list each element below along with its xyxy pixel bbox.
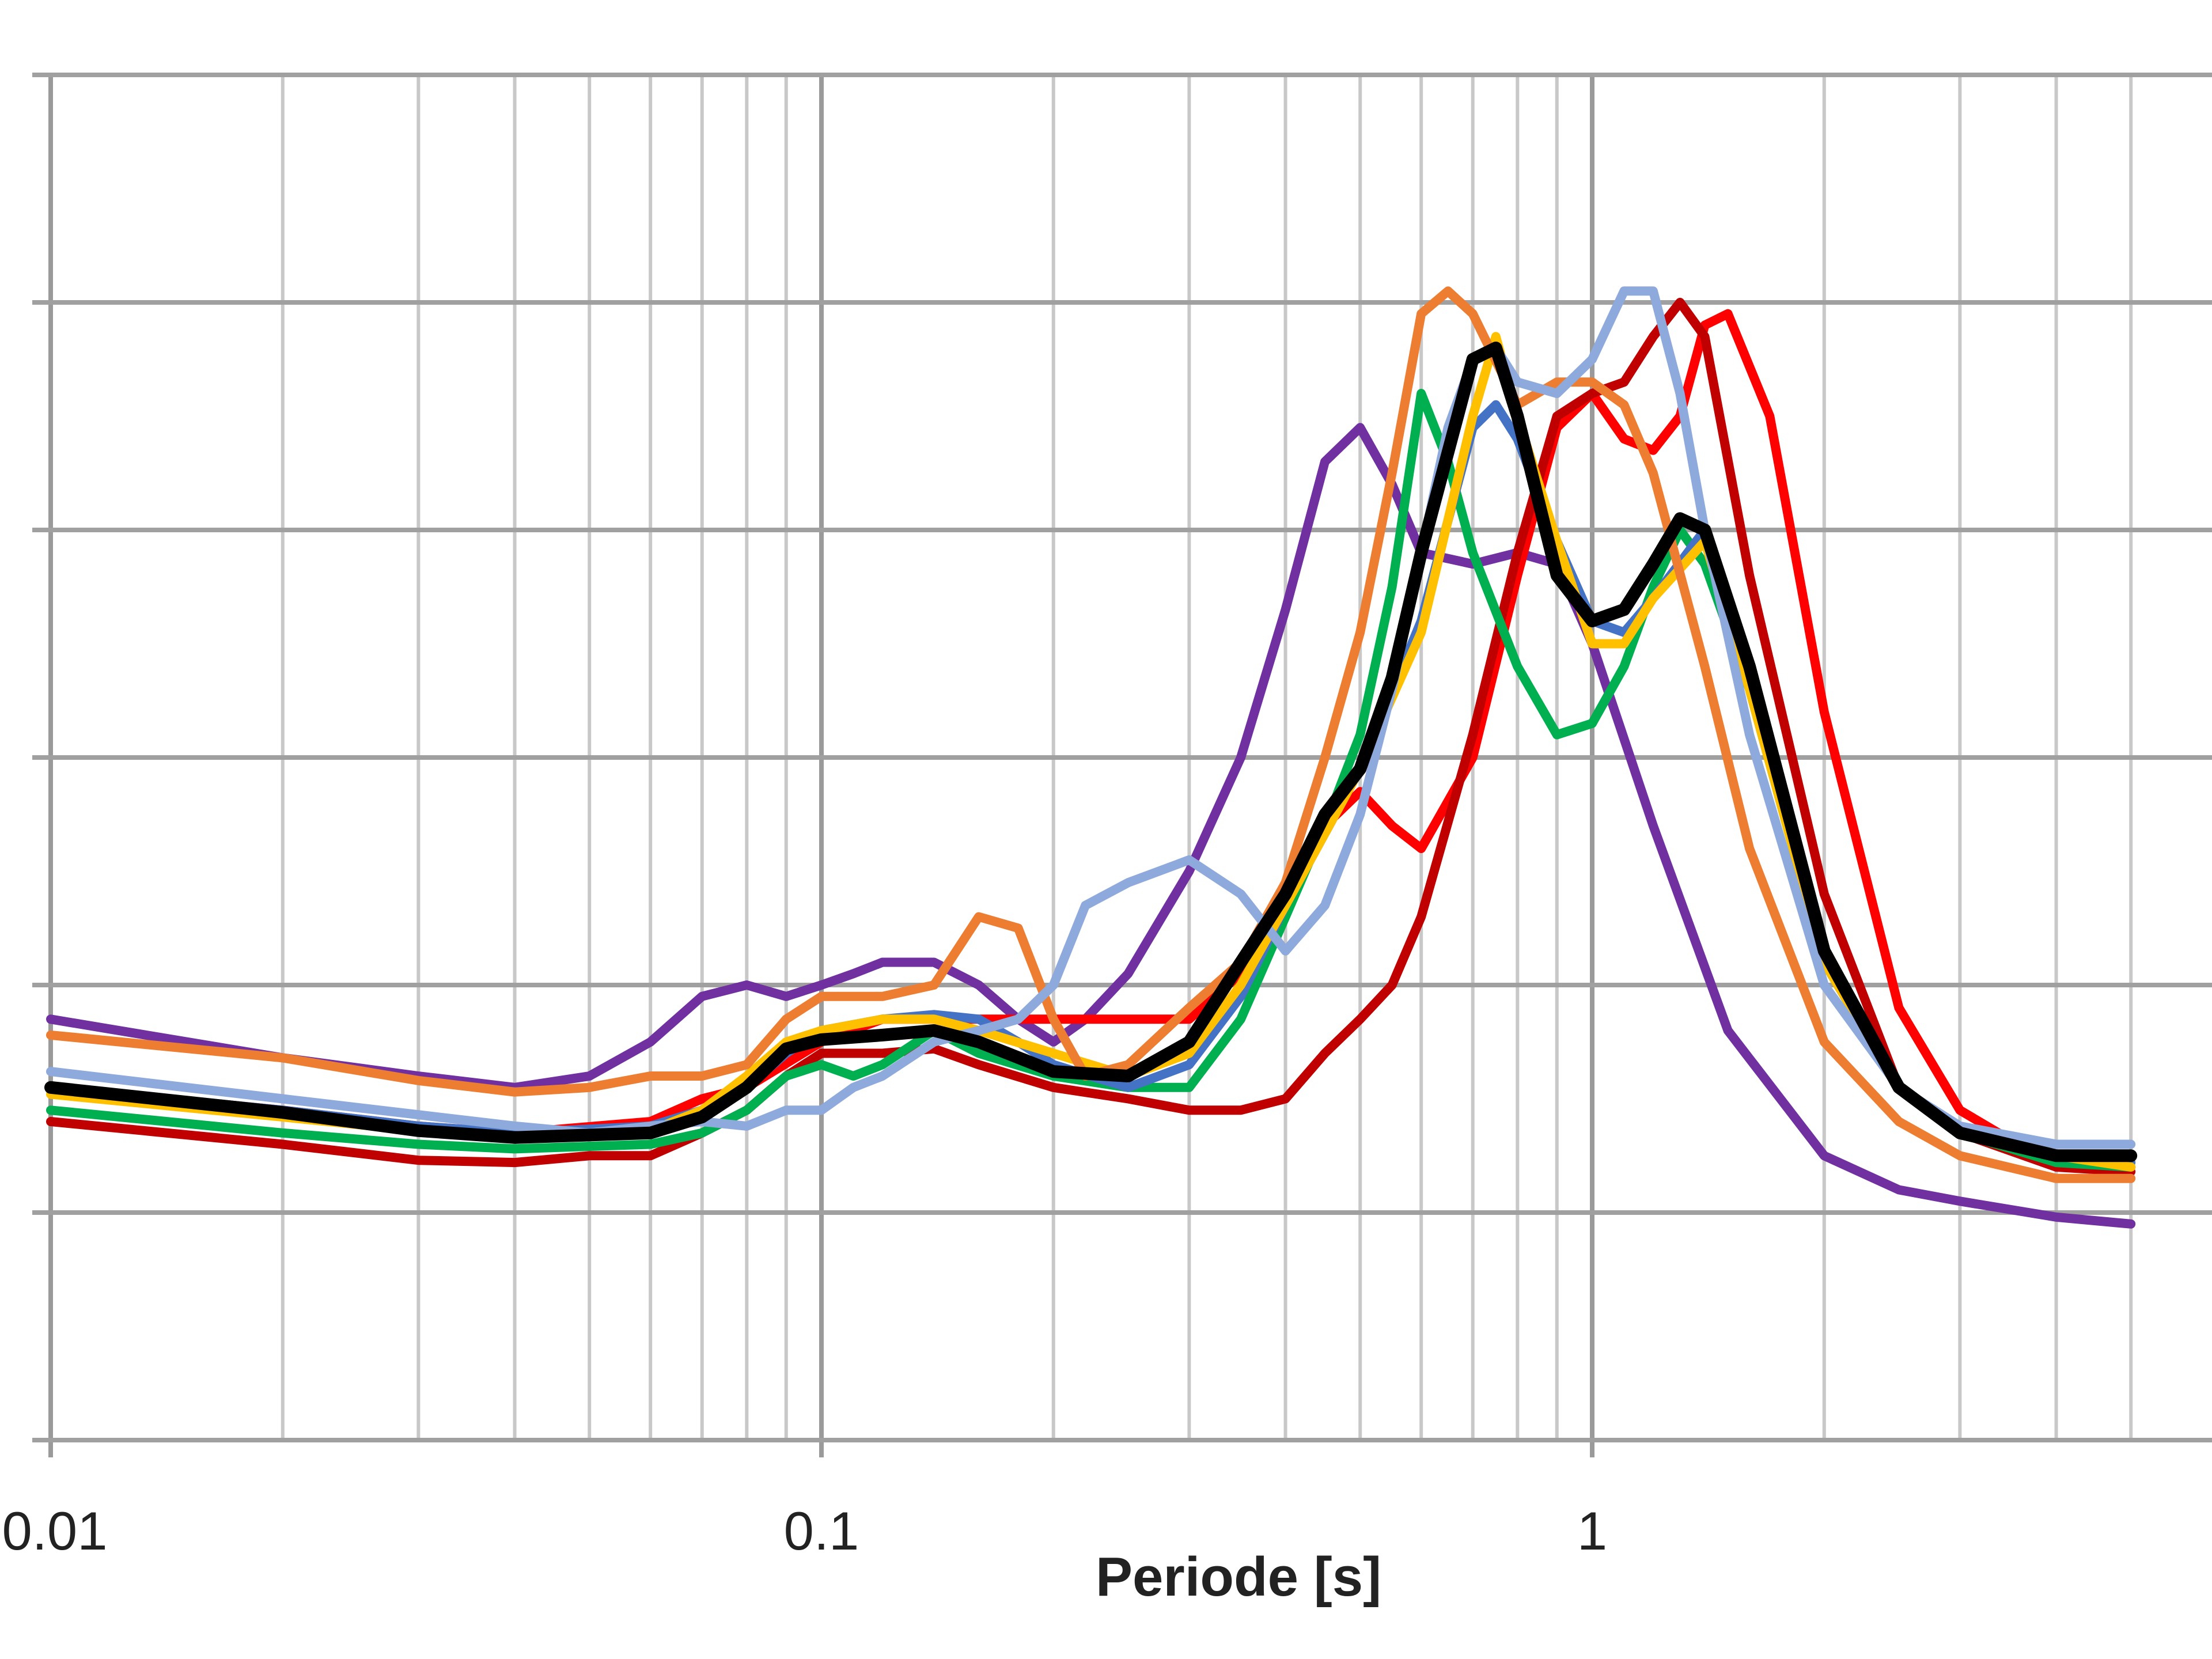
- major-gridlines: [32, 75, 2212, 1457]
- series-line-7: [51, 291, 2131, 1179]
- series-line-2: [51, 302, 2131, 1172]
- x-tick-label-1: 0.1: [784, 1501, 859, 1561]
- series-line-3: [51, 393, 2131, 1167]
- x-tick-label-0: 0.01: [2, 1501, 108, 1561]
- x-axis-title: Periode [s]: [1096, 1546, 1381, 1608]
- series-line-4: [51, 405, 2131, 1162]
- x-tick-label-2: 1: [1577, 1501, 1607, 1561]
- series-line-5: [51, 336, 2131, 1167]
